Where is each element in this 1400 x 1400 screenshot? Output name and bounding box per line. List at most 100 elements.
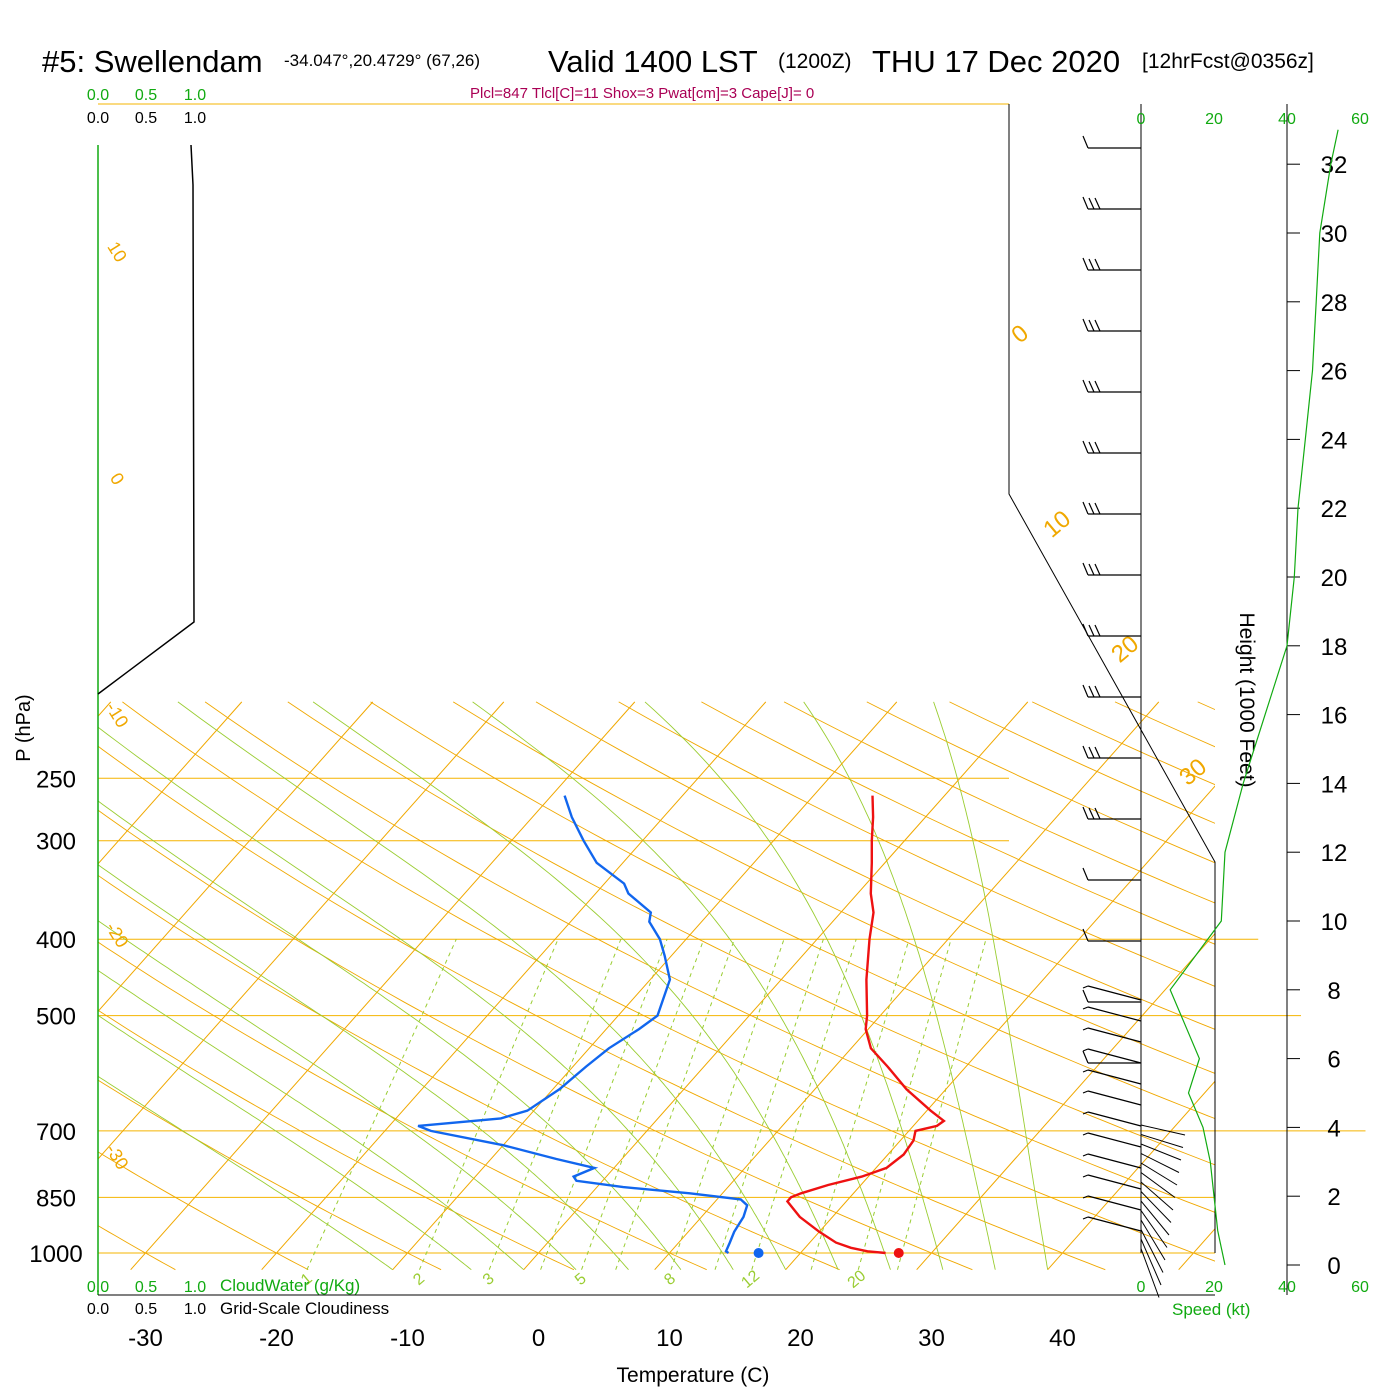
- wind-barb-feather: [1082, 1006, 1089, 1010]
- cloud-tick-label: 0.5: [135, 1279, 157, 1296]
- wind-barb: [1087, 1174, 1142, 1190]
- wind-barb-feather: [1094, 685, 1101, 698]
- cloud-tick-label: 1.0: [184, 1279, 206, 1296]
- cloud-tick-label: 0.0: [87, 1279, 109, 1296]
- wind-barb: [1087, 1132, 1142, 1148]
- speed-tick-label: 40: [1278, 1279, 1296, 1296]
- wind-barb-feather: [1088, 685, 1095, 698]
- temperature-axis-label: Temperature (C): [617, 1364, 770, 1387]
- wind-barb-feather: [1094, 319, 1101, 332]
- mixing-ratio-line: [581, 939, 705, 1270]
- moist-adiabat: [644, 701, 944, 1270]
- wind-barb-feather: [1082, 1050, 1089, 1064]
- mixing-ratio-line: [714, 939, 824, 1270]
- wind-barb-feather: [1082, 684, 1089, 698]
- dry-adiabat: [1197, 701, 1215, 711]
- wind-barb-feather: [1082, 135, 1089, 149]
- height-tick-label: 14: [1321, 771, 1348, 798]
- moist-adiabat: [472, 701, 891, 1270]
- wind-barb-feather: [1094, 197, 1101, 210]
- cloud-tick-label: 1.0: [184, 87, 206, 104]
- wind-barb-feather: [1082, 1153, 1089, 1157]
- height-tick-label: 2: [1327, 1184, 1340, 1211]
- pressure-tick-label: 850: [36, 1185, 76, 1212]
- moist-adiabat: [98, 864, 629, 1270]
- pressure-axis-label: P (hPa): [13, 694, 35, 761]
- mixing-ratio-line: [810, 939, 910, 1270]
- isotherm-label: 10: [103, 238, 131, 266]
- wind-barb-feather: [1094, 807, 1101, 820]
- wind-barb-feather: [1088, 746, 1095, 759]
- mixing-ratio-label: 3: [480, 1270, 498, 1289]
- wind-barb-feather: [1082, 501, 1089, 515]
- wind-barb-feather: [1094, 258, 1101, 271]
- mixing-ratio-label: 2: [410, 1270, 428, 1289]
- wind-barb-feather: [1082, 379, 1089, 393]
- isotherm-label: -30: [102, 1140, 133, 1173]
- wind-barb: [1140, 1153, 1180, 1173]
- moist-adiabat: [98, 969, 524, 1271]
- stability-indices: Plcl=847 Tlcl[C]=11 Shox=3 Pwat[cm]=3 Ca…: [470, 85, 814, 102]
- station-title: #5: Swellendam: [42, 44, 263, 79]
- moist-adiabat: [98, 1075, 393, 1271]
- surface-dewpoint-marker: [753, 1248, 764, 1258]
- wind-barb-feather: [1082, 1069, 1089, 1073]
- height-tick-label: 22: [1321, 496, 1348, 523]
- isotherm-label: 30: [1174, 753, 1212, 791]
- height-tick-label: 4: [1327, 1115, 1340, 1142]
- temperature-tick-label: 30: [918, 1325, 945, 1352]
- height-tick-label: 8: [1327, 978, 1340, 1005]
- isotherm-line: [1178, 1228, 1215, 1271]
- height-tick-label: 16: [1321, 703, 1348, 730]
- dry-adiabat: [98, 1079, 442, 1271]
- wind-barb-feather: [1088, 319, 1095, 332]
- plot-right-boundary: [1008, 104, 1216, 1253]
- isotherm-line: [523, 701, 1029, 1271]
- wind-barb: [1140, 1210, 1168, 1248]
- dry-adiabat: [370, 701, 1215, 1120]
- wind-barb-feather: [1082, 1048, 1089, 1052]
- mixing-ratio-line: [540, 939, 668, 1270]
- wind-barb-feather: [1082, 562, 1089, 576]
- temperature-tick-label: 40: [1049, 1325, 1076, 1352]
- cloud-tick-label: 0.5: [135, 87, 157, 104]
- cloudwater-label: CloudWater (g/Kg): [220, 1276, 360, 1295]
- mixing-ratio-line: [670, 939, 785, 1270]
- height-tick-label: 20: [1321, 565, 1348, 592]
- height-tick-label: 30: [1321, 221, 1348, 248]
- wind-barb-feather: [1082, 985, 1089, 989]
- wind-barb-feather: [1088, 624, 1095, 637]
- isotherm-line: [98, 701, 374, 1013]
- speed-tick-label: 60: [1351, 1279, 1369, 1296]
- moist-adiabat: [98, 800, 682, 1270]
- moist-adiabat: [933, 701, 1049, 1270]
- wind-speed-label: Speed (kt): [1172, 1300, 1250, 1319]
- height-tick-label: 6: [1327, 1047, 1340, 1074]
- height-tick-label: 12: [1321, 840, 1348, 867]
- wind-barb: [1087, 1027, 1142, 1043]
- temperature-tick-label: -10: [390, 1325, 425, 1352]
- mixing-ratio-line: [751, 939, 857, 1270]
- surface-temperature-marker: [893, 1248, 904, 1258]
- wind-barb-feather: [1094, 380, 1101, 393]
- cloudwater-top-ticks: 0.0 0.5 1.0: [87, 87, 206, 104]
- dry-adiabat-lines: [98, 701, 1215, 1271]
- height-tick-label: 28: [1321, 290, 1348, 317]
- temperature-line: [785, 795, 946, 1255]
- wind-barb-feather: [1094, 746, 1101, 759]
- dry-adiabat: [122, 701, 1215, 1262]
- mixing-ratio-lines: [306, 939, 987, 1270]
- speed-tick-label: 40: [1278, 111, 1296, 128]
- dry-adiabat: [98, 941, 707, 1271]
- isotherm-line: [916, 932, 1215, 1271]
- height-tick-label: 0: [1327, 1253, 1340, 1280]
- wind-barb-feather: [1082, 196, 1089, 210]
- wind-barb-feather: [1082, 1132, 1089, 1136]
- dry-adiabat: [98, 809, 973, 1271]
- isobar-lines: [98, 777, 1366, 1254]
- wind-barb-feather: [1082, 867, 1089, 881]
- wind-barb: [1140, 1191, 1172, 1223]
- mixing-ratio-label: 5: [572, 1270, 590, 1289]
- isotherm-label: -20: [102, 918, 133, 951]
